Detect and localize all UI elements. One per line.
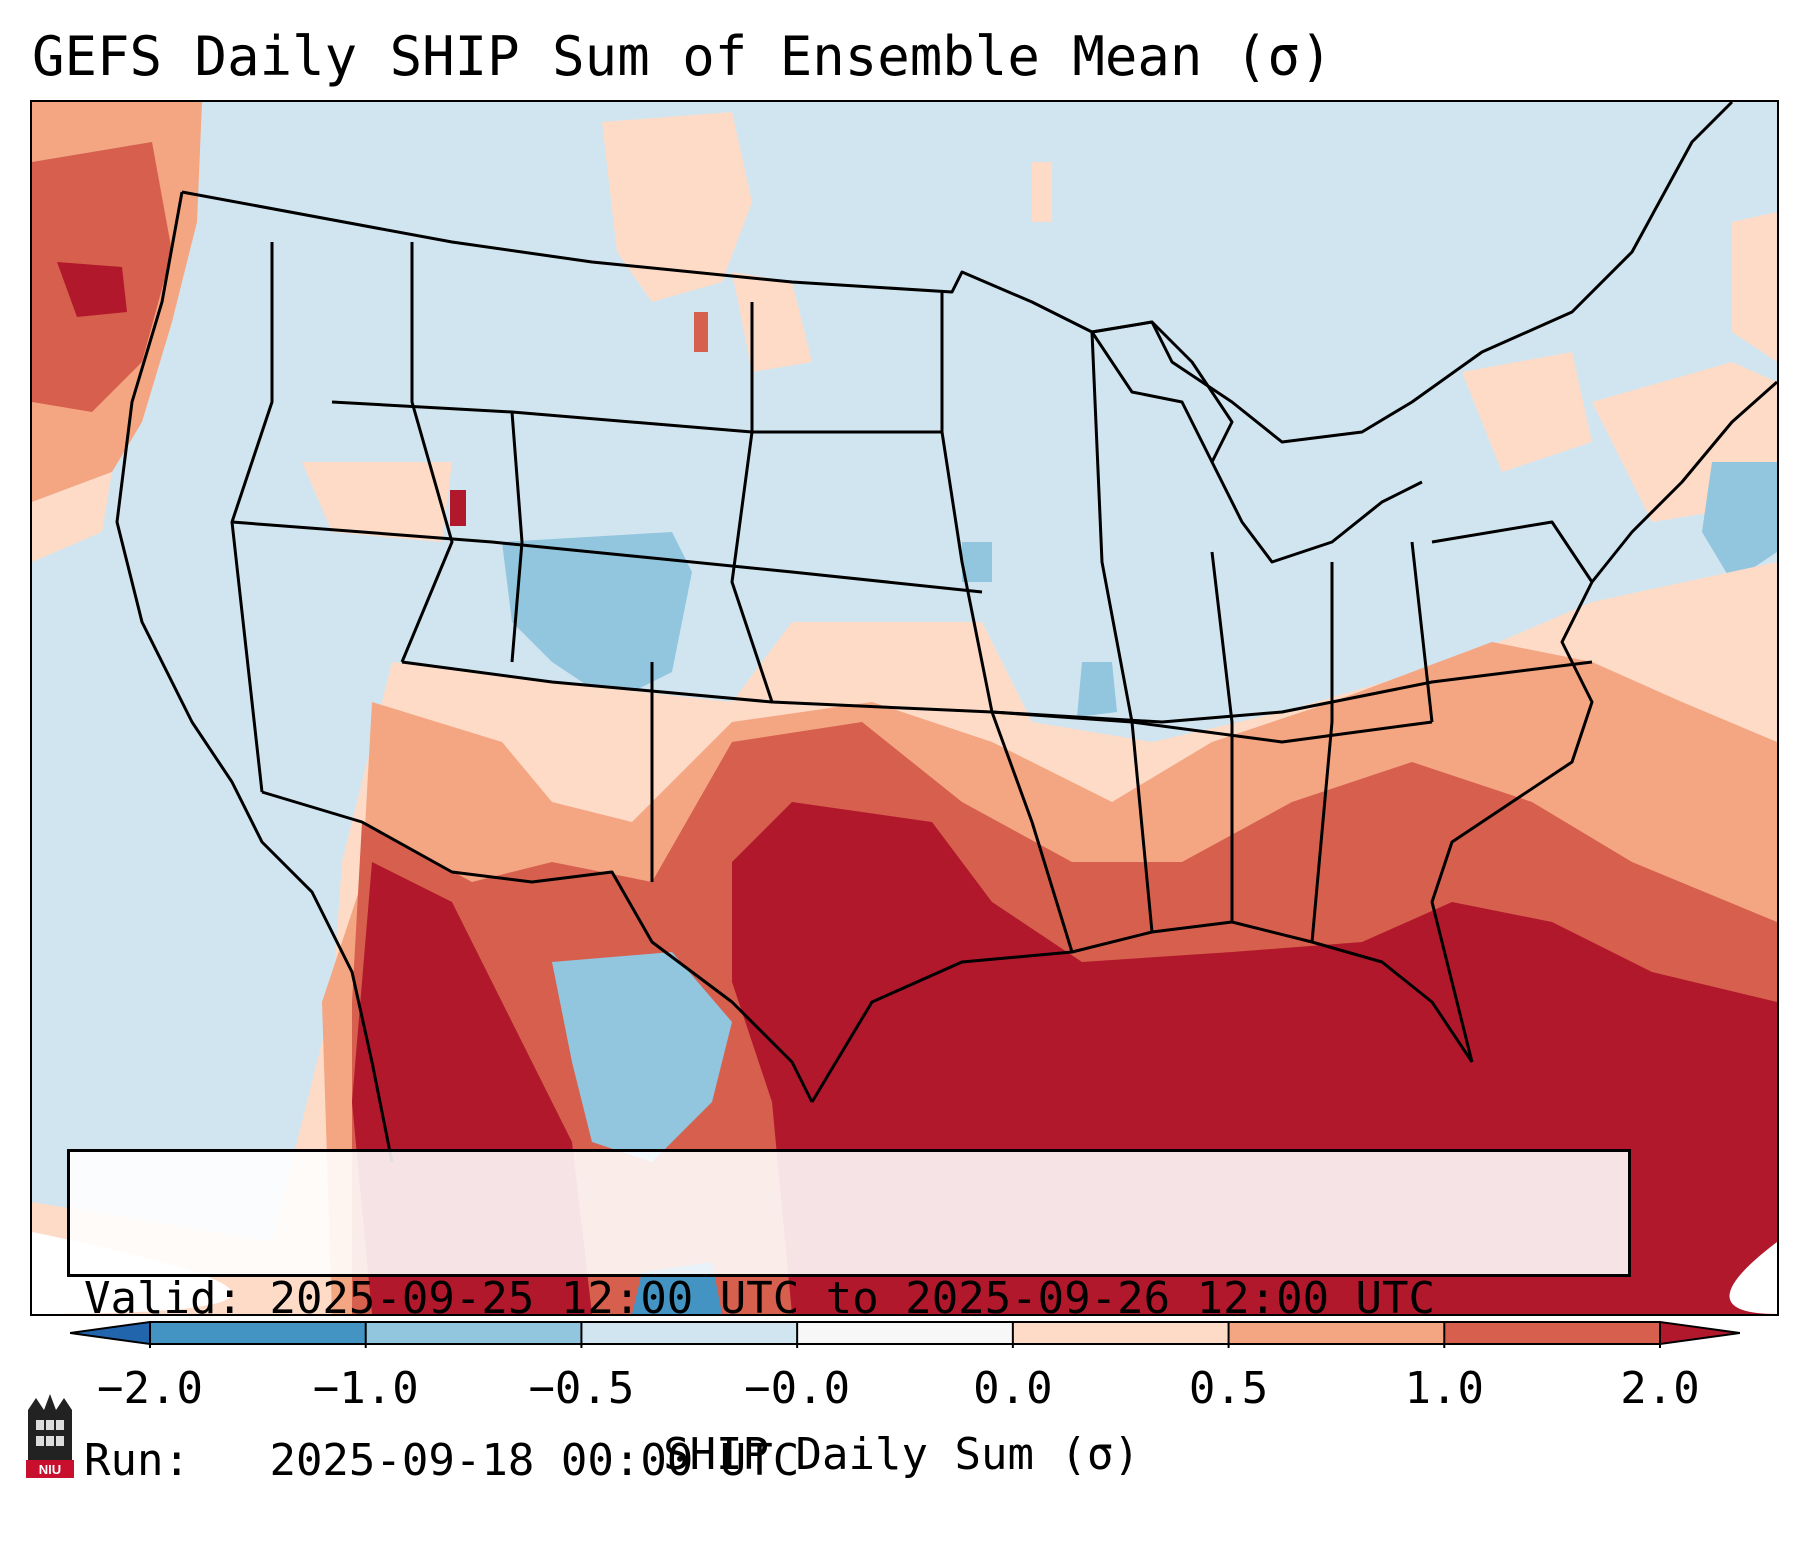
run-row: Run: 2025-09-18 00:00 UTC	[84, 1434, 1614, 1488]
colorbar-bin	[581, 1322, 798, 1344]
colorbar-bin	[797, 1322, 1013, 1344]
valid-run-box: Valid: 2025-09-25 12:00 UTC to 2025-09-2…	[67, 1149, 1631, 1486]
valid-label: Valid:	[84, 1273, 243, 1324]
political-boundaries	[115, 102, 1777, 1163]
anomaly-northern-spots	[302, 112, 1777, 542]
niu-logo: NIU	[26, 1394, 74, 1478]
colorbar-tick-label: 1.0	[1404, 1363, 1485, 1414]
figure-title: GEFS Daily SHIP Sum of Ensemble Mean (σ)	[32, 25, 1333, 88]
valid-value: 2025-09-25 12:00 UTC to 2025-09-26 12:00…	[269, 1273, 1436, 1324]
projection-edge-right	[1729, 1242, 1777, 1314]
colorbar-tick-label: −2.0	[97, 1363, 203, 1414]
colorbar-tick-label: −1.0	[312, 1363, 419, 1414]
colorbar-bin	[1228, 1322, 1445, 1344]
anomaly-pacific-nw	[32, 102, 202, 562]
colorbar-bin	[1012, 1322, 1229, 1344]
colorbar-bin	[1444, 1322, 1660, 1344]
colorbar-label: SHIP Daily Sum (σ)	[663, 1429, 1140, 1480]
colorbar-bins	[149, 1321, 1661, 1348]
colorbar-tick-label: 0.5	[1188, 1363, 1269, 1414]
colorbar-bin	[365, 1322, 582, 1344]
colorbar-extend-high	[1659, 1320, 1740, 1346]
map-canvas	[32, 102, 1777, 1314]
colorbar-tick-label: 0.0	[973, 1363, 1053, 1414]
colorbar-tick-label: −0.0	[744, 1363, 851, 1414]
valid-row: Valid: 2025-09-25 12:00 UTC to 2025-09-2…	[84, 1272, 1614, 1326]
colorbar-tick-label: 2.0	[1620, 1363, 1700, 1414]
run-label: Run:	[84, 1435, 190, 1486]
anomaly-idaho-spot	[450, 490, 466, 526]
anomaly-montana-spot	[694, 312, 708, 352]
anomaly-mexico-cool	[552, 952, 732, 1162]
colorbar-bin	[150, 1322, 366, 1344]
colorbar-extend-low	[70, 1320, 151, 1346]
colorbar	[70, 1320, 1740, 1348]
run-value: 2025-09-18 00:00 UTC	[269, 1435, 800, 1486]
map-panel	[30, 100, 1779, 1316]
colorbar-tick-label: −0.5	[528, 1363, 635, 1414]
logo-text: NIU	[39, 1462, 61, 1477]
